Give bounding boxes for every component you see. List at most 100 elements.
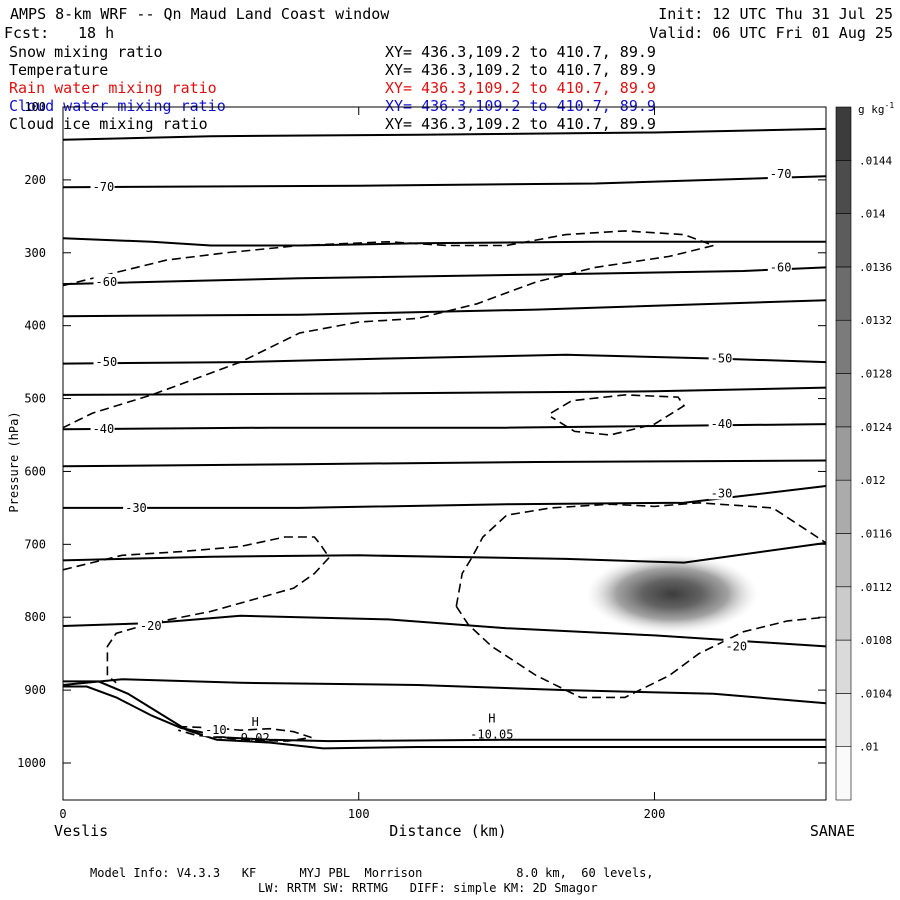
label-mask [708,485,733,500]
x-tick-label: 0 [59,807,66,821]
y-tick-label: 800 [24,610,46,624]
colorbar-bin [835,373,852,428]
y-tick-label: 600 [24,464,46,478]
isotherm-label: -60 [96,275,118,289]
colorbar-label: .0128 [859,368,892,381]
colorbar-bin [835,746,852,801]
isotherm-label: -50 [711,351,733,365]
isotherm [62,237,826,247]
label-mask [202,722,227,737]
shaded-mixing-ratio [586,554,758,634]
isotherm [62,459,827,468]
isotherm [62,423,827,431]
label-mask [137,617,162,632]
colorbar-bin [835,426,852,481]
colorbar-bin [835,479,852,534]
chart-title: AMPS 8-km WRF -- Qn Maud Land Coast wind… [10,5,390,23]
snow-contour [62,230,717,429]
isotherm-label: -70 [770,167,792,181]
isotherm [63,685,826,743]
colorbar-label: .0116 [859,527,892,540]
colorbar-bin [835,266,852,321]
field-xy: XY= 436.3,109.2 to 410.7, 89.9 [385,43,656,61]
colorbar-label: .0144 [859,154,892,167]
field-list: Snow mixing ratio XY= 436.3,109.2 to 410.… [9,43,656,133]
colorbar-label: .01 [859,741,879,754]
colorbar-label: .0132 [859,314,892,327]
field-name: Cloud ice mixing ratio [9,115,208,133]
y-tick-label: 100 [24,100,46,114]
y-tick-label: 900 [24,683,46,697]
snow-contour [178,725,312,742]
y-tick-label: 200 [24,173,46,187]
y-tick-label: 700 [24,537,46,551]
isotherm-label: -20 [140,619,162,633]
mixing-ratio-maximum [586,554,758,634]
axes: 100 200 300 400 500 600 700 800 900 1000 0 100 200 [17,100,826,821]
isotherm-label: -70 [93,180,115,194]
y-axis-label: Pressure (hPa) [7,411,21,512]
y-tick-label: 400 [24,319,46,333]
label-mask [767,259,792,274]
snow-contour [62,536,331,684]
isotherm [62,678,827,705]
colorbar-bin [835,639,852,694]
field-xy: XY= 436.3,109.2 to 410.7, 89.9 [385,61,656,79]
y-tick-label: 500 [24,392,46,406]
isotherm-label: -30 [125,501,147,515]
isotherm [62,299,827,318]
label-mask [723,638,748,653]
high-value: 9.02 [241,731,270,745]
colorbar-bin [835,319,852,374]
isotherm-label: -20 [725,639,747,653]
colorbar-bin [835,160,852,214]
isotherm-label: -10 [205,723,227,737]
colorbar-label: .0124 [859,421,892,434]
plot-frame [62,106,827,801]
colorbar-label: .0112 [859,581,892,594]
snow-contour [550,394,686,436]
high-marker: H [488,712,495,726]
y-tick-label: 300 [24,246,46,260]
label-mask [90,179,115,194]
field-xy: XY= 436.3,109.2 to 410.7, 89.9 [385,79,656,97]
model-info-line2: LW: RRTM SW: RRTMG DIFF: simple KM: 2D S… [258,881,598,895]
isotherm [62,127,827,141]
field-xy: XY= 436.3,109.2 to 410.7, 89.9 [385,115,656,133]
label-mask [767,166,792,181]
y-tick-label: 1000 [17,756,46,770]
isotherm-label: -50 [96,355,118,369]
x-right-location: SANAE [810,822,855,840]
x-tick-label: 200 [644,807,666,821]
field-name: Snow mixing ratio [9,43,163,61]
colorbar-label: .0136 [859,261,892,274]
forecast-hours: 18 h [78,24,114,42]
isotherm [62,541,827,564]
colorbar-label: .012 [859,474,886,487]
colorbar-bin [835,213,852,268]
colorbar-label: .0108 [859,634,892,647]
label-mask [93,354,118,369]
init-time: Init: 12 UTC Thu 31 Jul 25 [658,5,893,23]
field-name: Temperature [9,61,108,79]
colorbar-unit: g kg-1 [858,101,894,116]
isotherm-label: -60 [770,260,792,274]
snow-contour [455,605,827,699]
isotherm [62,266,827,286]
temperature-contours [62,127,827,750]
snow-contour [455,501,827,607]
valid-time: Valid: 06 UTC Fri 01 Aug 25 [649,24,893,42]
label-mask [708,416,733,431]
model-info-line1: Model Info: V4.3.3 KF MYJ PBL Morrison 8… [90,866,654,880]
snow-mixing-ratio-contours [62,230,827,742]
contour-labels: -70 -70 -60 -60 -50 -50 -40 -40 -30 -30 -20 -20 -10 H… [90,166,792,745]
label-mask [93,273,118,288]
isotherm [63,680,826,750]
colorbar: .01 .0104 .0108 .0112 .0116 .012 .0124 .0128 .01… [835,106,892,801]
x-left-location: Veslis [54,822,108,840]
field-xy: XY= 436.3,109.2 to 410.7, 89.9 [385,97,656,115]
isotherm-label: -30 [711,486,733,500]
high-value: -10.05 [470,728,513,742]
isotherm-label: -40 [93,422,115,436]
